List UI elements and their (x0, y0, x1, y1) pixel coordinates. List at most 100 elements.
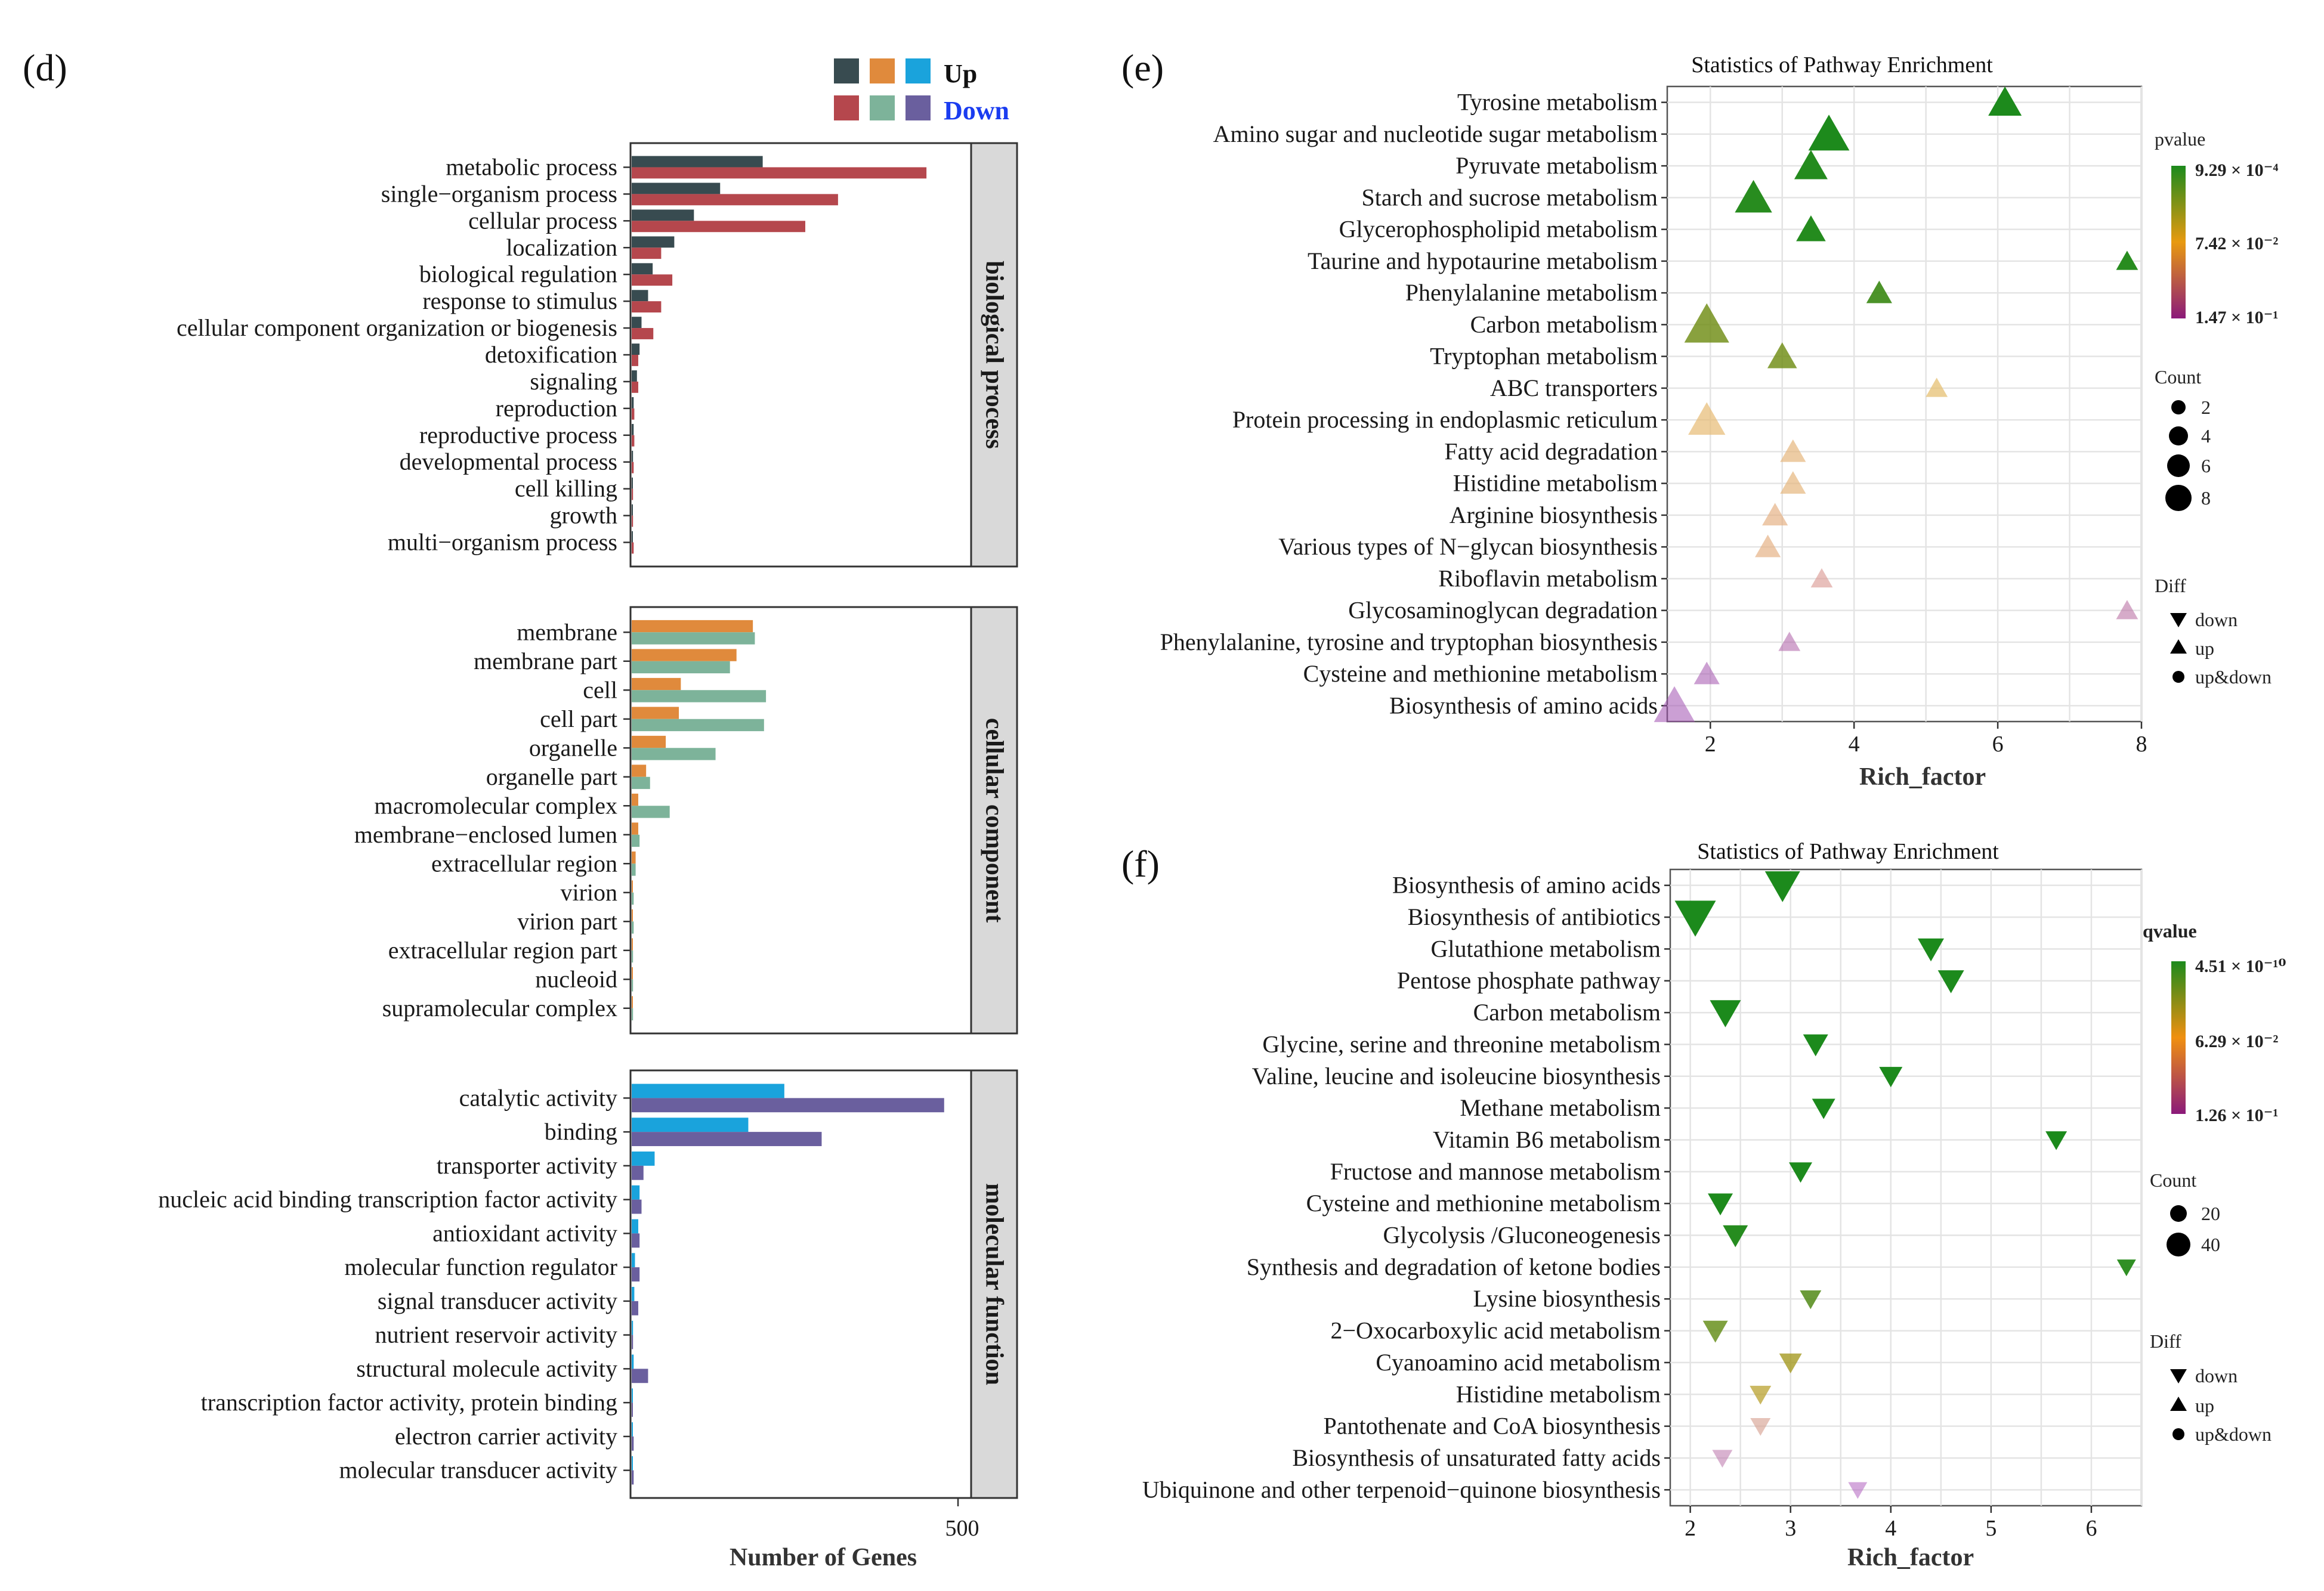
y-tick-label-various-types-of-n-glycan-biosynthesis: Various types of N−glycan biosynthesis (1278, 533, 1658, 560)
legend-e: pvalue 9.29 × 10⁻⁴ 7.42 × 10⁻² 1.47 × 10… (2155, 128, 2278, 688)
bar-down-virion-part (632, 921, 634, 934)
bar-down-supramolecular-complex (632, 1008, 633, 1021)
bar-down-antioxidant-activity (632, 1233, 640, 1248)
marker-cysteine-and-methionine-metabolism (1708, 1193, 1733, 1216)
bar-up-cellular-component-organization-or-biogenesis (632, 317, 642, 329)
bar-up-signaling (632, 370, 637, 382)
legend-f-size-title: Count (2150, 1169, 2196, 1191)
bar-up-signal-transducer-activity (632, 1287, 635, 1301)
legend-swatch-up-3 (906, 58, 931, 83)
marker-glycine-serine-and-threonine-metabolism (1803, 1034, 1828, 1057)
y-tick-label-response-to-stimulus: response to stimulus (422, 287, 617, 314)
x-tick-label-8: 8 (2136, 732, 2147, 757)
y-tick-label-amino-sugar-and-nucleotide-sugar-metabolism: Amino sugar and nucleotide sugar metabol… (1213, 120, 1658, 147)
legend-d: Up Down (834, 58, 1009, 125)
legend-e-size-dot-2 (2169, 426, 2188, 445)
y-tick-label-fatty-acid-degradation: Fatty acid degradation (1444, 438, 1658, 465)
y-tick-label-developmental-process: developmental process (400, 448, 617, 475)
y-tick-label-supramolecular-complex: supramolecular complex (382, 995, 617, 1022)
marker-biosynthesis-of-unsaturated-fatty-acids (1712, 1450, 1733, 1468)
bar-up-molecular-function-regulator (632, 1253, 635, 1268)
bar-up-response-to-stimulus (632, 290, 648, 302)
y-tick-label-extracellular-region-part: extracellular region part (388, 937, 617, 964)
bar-up-transcription-factor-activity-protein-binding (632, 1388, 633, 1403)
marker-cyanoamino-acid-metabolism (1779, 1353, 1802, 1373)
bar-down-single-organism-process (632, 194, 838, 206)
legend-swatch-down-2 (870, 95, 895, 120)
bar-down-extracellular-region (632, 863, 636, 876)
legend-e-down-triangle-icon (2170, 613, 2187, 627)
bar-up-structural-molecule-activity (632, 1354, 634, 1369)
y-tick-label-reproductive-process: reproductive process (419, 422, 617, 448)
bar-down-extracellular-region-part (632, 950, 633, 963)
y-tick-label-biosynthesis-of-unsaturated-fatty-acids: Biosynthesis of unsaturated fatty acids (1292, 1444, 1661, 1471)
panel-f-plot: 2 3 4 5 6 Biosynthesis of amino acids Biosynth… (1142, 868, 2143, 1541)
y-tick-label-glycolysis-gluconeogenesis: Glycolysis /Gluconeogenesis (1383, 1222, 1661, 1249)
marker-histidine-metabolism (1780, 471, 1806, 494)
bar-down-reproductive-process (632, 435, 635, 447)
y-tick-label-protein-processing-in-endoplasmic-reticulum: Protein processing in endoplasmic reticu… (1232, 406, 1658, 433)
bar-up-transporter-activity (632, 1152, 655, 1166)
y-tick-label-membrane: membrane (517, 618, 617, 645)
y-tick-label-biosynthesis-of-amino-acids: Biosynthesis of amino acids (1389, 692, 1658, 719)
legend-f-down-triangle-icon (2170, 1369, 2187, 1383)
y-tick-label-molecular-function-regulator: molecular function regulator (344, 1253, 617, 1280)
bar-up-multi-organism-process (632, 531, 633, 543)
marker-fatty-acid-degradation (1780, 439, 1806, 462)
y-tick-label-membrane-enclosed-lumen: membrane−enclosed lumen (354, 821, 617, 848)
y-tick-label-localization: localization (506, 234, 617, 261)
bar-up-reproductive-process (632, 423, 634, 435)
bar-down-membrane-enclosed-lumen (632, 834, 640, 847)
y-tick-label-starch-and-sucrose-metabolism: Starch and sucrose metabolism (1361, 184, 1658, 211)
y-tick-label-lysine-biosynthesis: Lysine biosynthesis (1473, 1285, 1661, 1312)
bar-up-metabolic-process (632, 156, 763, 168)
y-tick-label-organelle-part: organelle part (486, 763, 617, 790)
x-tick-label-3: 3 (1785, 1516, 1796, 1541)
panel-label-d: (d) (23, 47, 67, 89)
legend-e-color-label-1: 9.29 × 10⁻⁴ (2195, 160, 2278, 180)
bar-down-signal-transducer-activity (632, 1301, 638, 1315)
y-tick-label-cell-part: cell part (540, 705, 617, 732)
bar-down-growth (632, 515, 633, 527)
x-tick-label-2: 2 (1705, 732, 1716, 757)
bar-up-developmental-process (632, 450, 633, 462)
facet-strip-label: biological process (981, 261, 1008, 448)
bar-down-organelle-part (632, 776, 650, 790)
y-tick-label-cell-killing: cell killing (515, 475, 617, 502)
facet-strip-label: cellular component (981, 718, 1008, 923)
legend-e-updown-dot-icon (2172, 671, 2184, 683)
y-tick-label-pyruvate-metabolism: Pyruvate metabolism (1455, 152, 1658, 179)
x-axis-label-f: Rich_factor (1847, 1544, 1974, 1571)
y-tick-label-transcription-factor-activity-protein-binding: transcription factor activity, protein b… (201, 1389, 617, 1416)
legend-e-shape-label-down: down (2195, 609, 2238, 630)
y-tick-label-glycine-serine-and-threonine-metabolism: Glycine, serine and threonine metabolism (1262, 1030, 1661, 1057)
bar-up-virion (632, 880, 633, 893)
y-tick-label-cyanoamino-acid-metabolism: Cyanoamino acid metabolism (1376, 1349, 1661, 1376)
bar-down-organelle (632, 748, 716, 760)
bar-down-nucleic-acid-binding-transcription-factor-activity (632, 1199, 642, 1214)
bar-down-cell-killing (632, 488, 633, 500)
bar-down-molecular-function-regulator (632, 1267, 640, 1282)
legend-f-size-dot-1 (2170, 1205, 2187, 1222)
bar-up-nutrient-reservoir-activity (632, 1320, 633, 1335)
y-tick-label-membrane-part: membrane part (474, 648, 617, 674)
y-tick-label-abc-transporters: ABC transporters (1490, 374, 1658, 401)
y-tick-label-signaling: signaling (530, 368, 617, 395)
marker-pyruvate-metabolism (1794, 150, 1828, 179)
marker-pantothenate-and-coa-biosynthesis (1750, 1418, 1771, 1436)
marker-2-oxocarboxylic-acid-metabolism (1702, 1320, 1728, 1343)
y-tick-label-growth: growth (550, 502, 617, 529)
bar-down-nutrient-reservoir-activity (632, 1335, 633, 1349)
y-tick-label-glutathione-metabolism: Glutathione metabolism (1431, 935, 1661, 962)
y-tick-label-cellular-component-organization-or-biogenesis: cellular component organization or bioge… (177, 314, 617, 341)
legend-e-size-dot-4 (2165, 485, 2192, 511)
bar-up-electron-carrier-activity (632, 1422, 633, 1437)
legend-e-size-label-1: 2 (2201, 397, 2211, 418)
chart-title-e: Statistics of Pathway Enrichment (1691, 52, 1993, 78)
legend-f-colorbar (2171, 961, 2186, 1114)
y-tick-label-taurine-and-hypotaurine-metabolism: Taurine and hypotaurine metabolism (1308, 247, 1658, 274)
plot-frame (1666, 85, 2143, 723)
legend-e-colorbar (2171, 166, 2186, 318)
bar-up-cell (632, 677, 681, 691)
y-tick-label-nucleoid: nucleoid (535, 965, 617, 992)
